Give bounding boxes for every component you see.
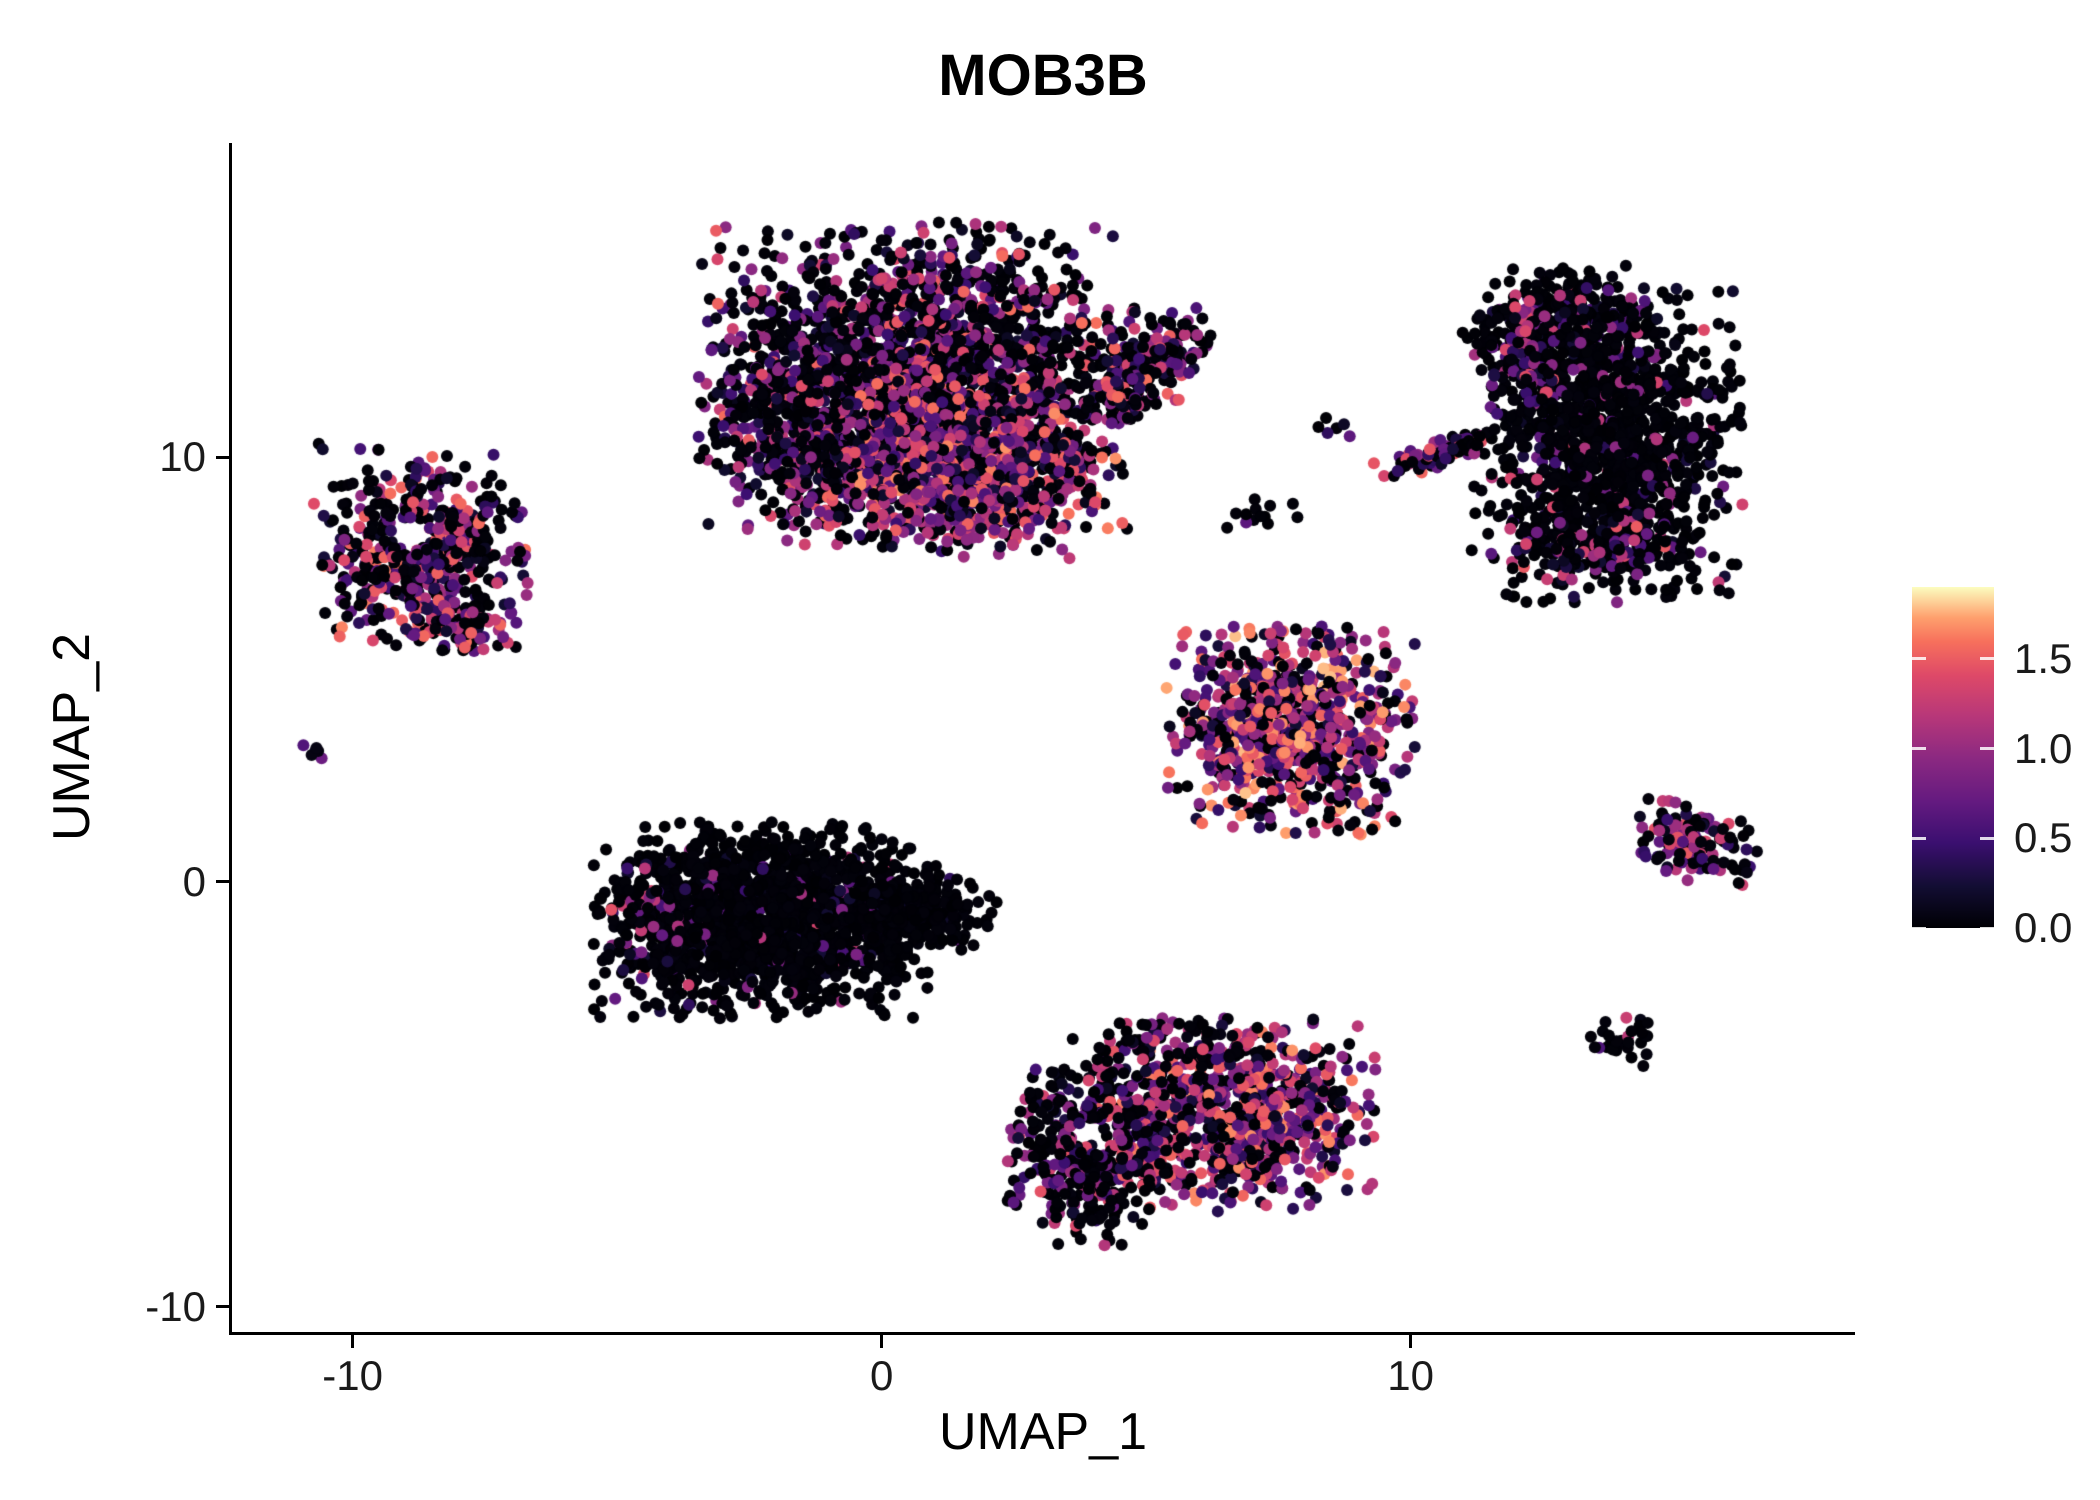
colorbar-gradient (1912, 587, 1994, 928)
colorbar-tick-mark (1912, 657, 1926, 661)
y-axis-title: UMAP_2 (43, 632, 101, 842)
x-tick-label: 0 (869, 1352, 894, 1399)
y-tick-mark (216, 455, 229, 459)
x-tick-mark (880, 1335, 884, 1348)
colorbar-tick-mark (1980, 747, 1994, 751)
colorbar-tick-mark (1912, 926, 1926, 930)
colorbar-tick-mark (1980, 926, 1994, 930)
colorbar-tick-mark (1980, 657, 1994, 661)
colorbar-tick-label: 0.0 (2014, 904, 2073, 951)
y-tick-mark (216, 1305, 229, 1309)
colorbar-tick-label: 1.0 (2014, 724, 2073, 772)
y-tick-label: -10 (145, 1282, 206, 1330)
chart-title: MOB3B (938, 43, 1148, 108)
x-tick-mark (1409, 1335, 1413, 1348)
y-tick-label: 0 (182, 857, 206, 905)
colorbar-tick-mark (1980, 836, 1994, 840)
y-tick-label: 10 (159, 433, 206, 481)
colorbar-tick-mark (1912, 836, 1926, 840)
colorbar-tick-label: 0.5 (2014, 814, 2073, 862)
y-axis-line (229, 143, 232, 1334)
x-tick-label: 10 (1387, 1352, 1434, 1399)
x-tick-mark (351, 1335, 355, 1348)
y-tick-mark (216, 880, 229, 884)
x-axis-line (229, 1332, 1855, 1335)
colorbar-tick-mark (1912, 747, 1926, 751)
x-tick-label: -10 (322, 1352, 383, 1399)
x-axis-title: UMAP_1 (938, 1403, 1148, 1461)
colorbar-tick-label: 1.5 (2014, 634, 2073, 682)
